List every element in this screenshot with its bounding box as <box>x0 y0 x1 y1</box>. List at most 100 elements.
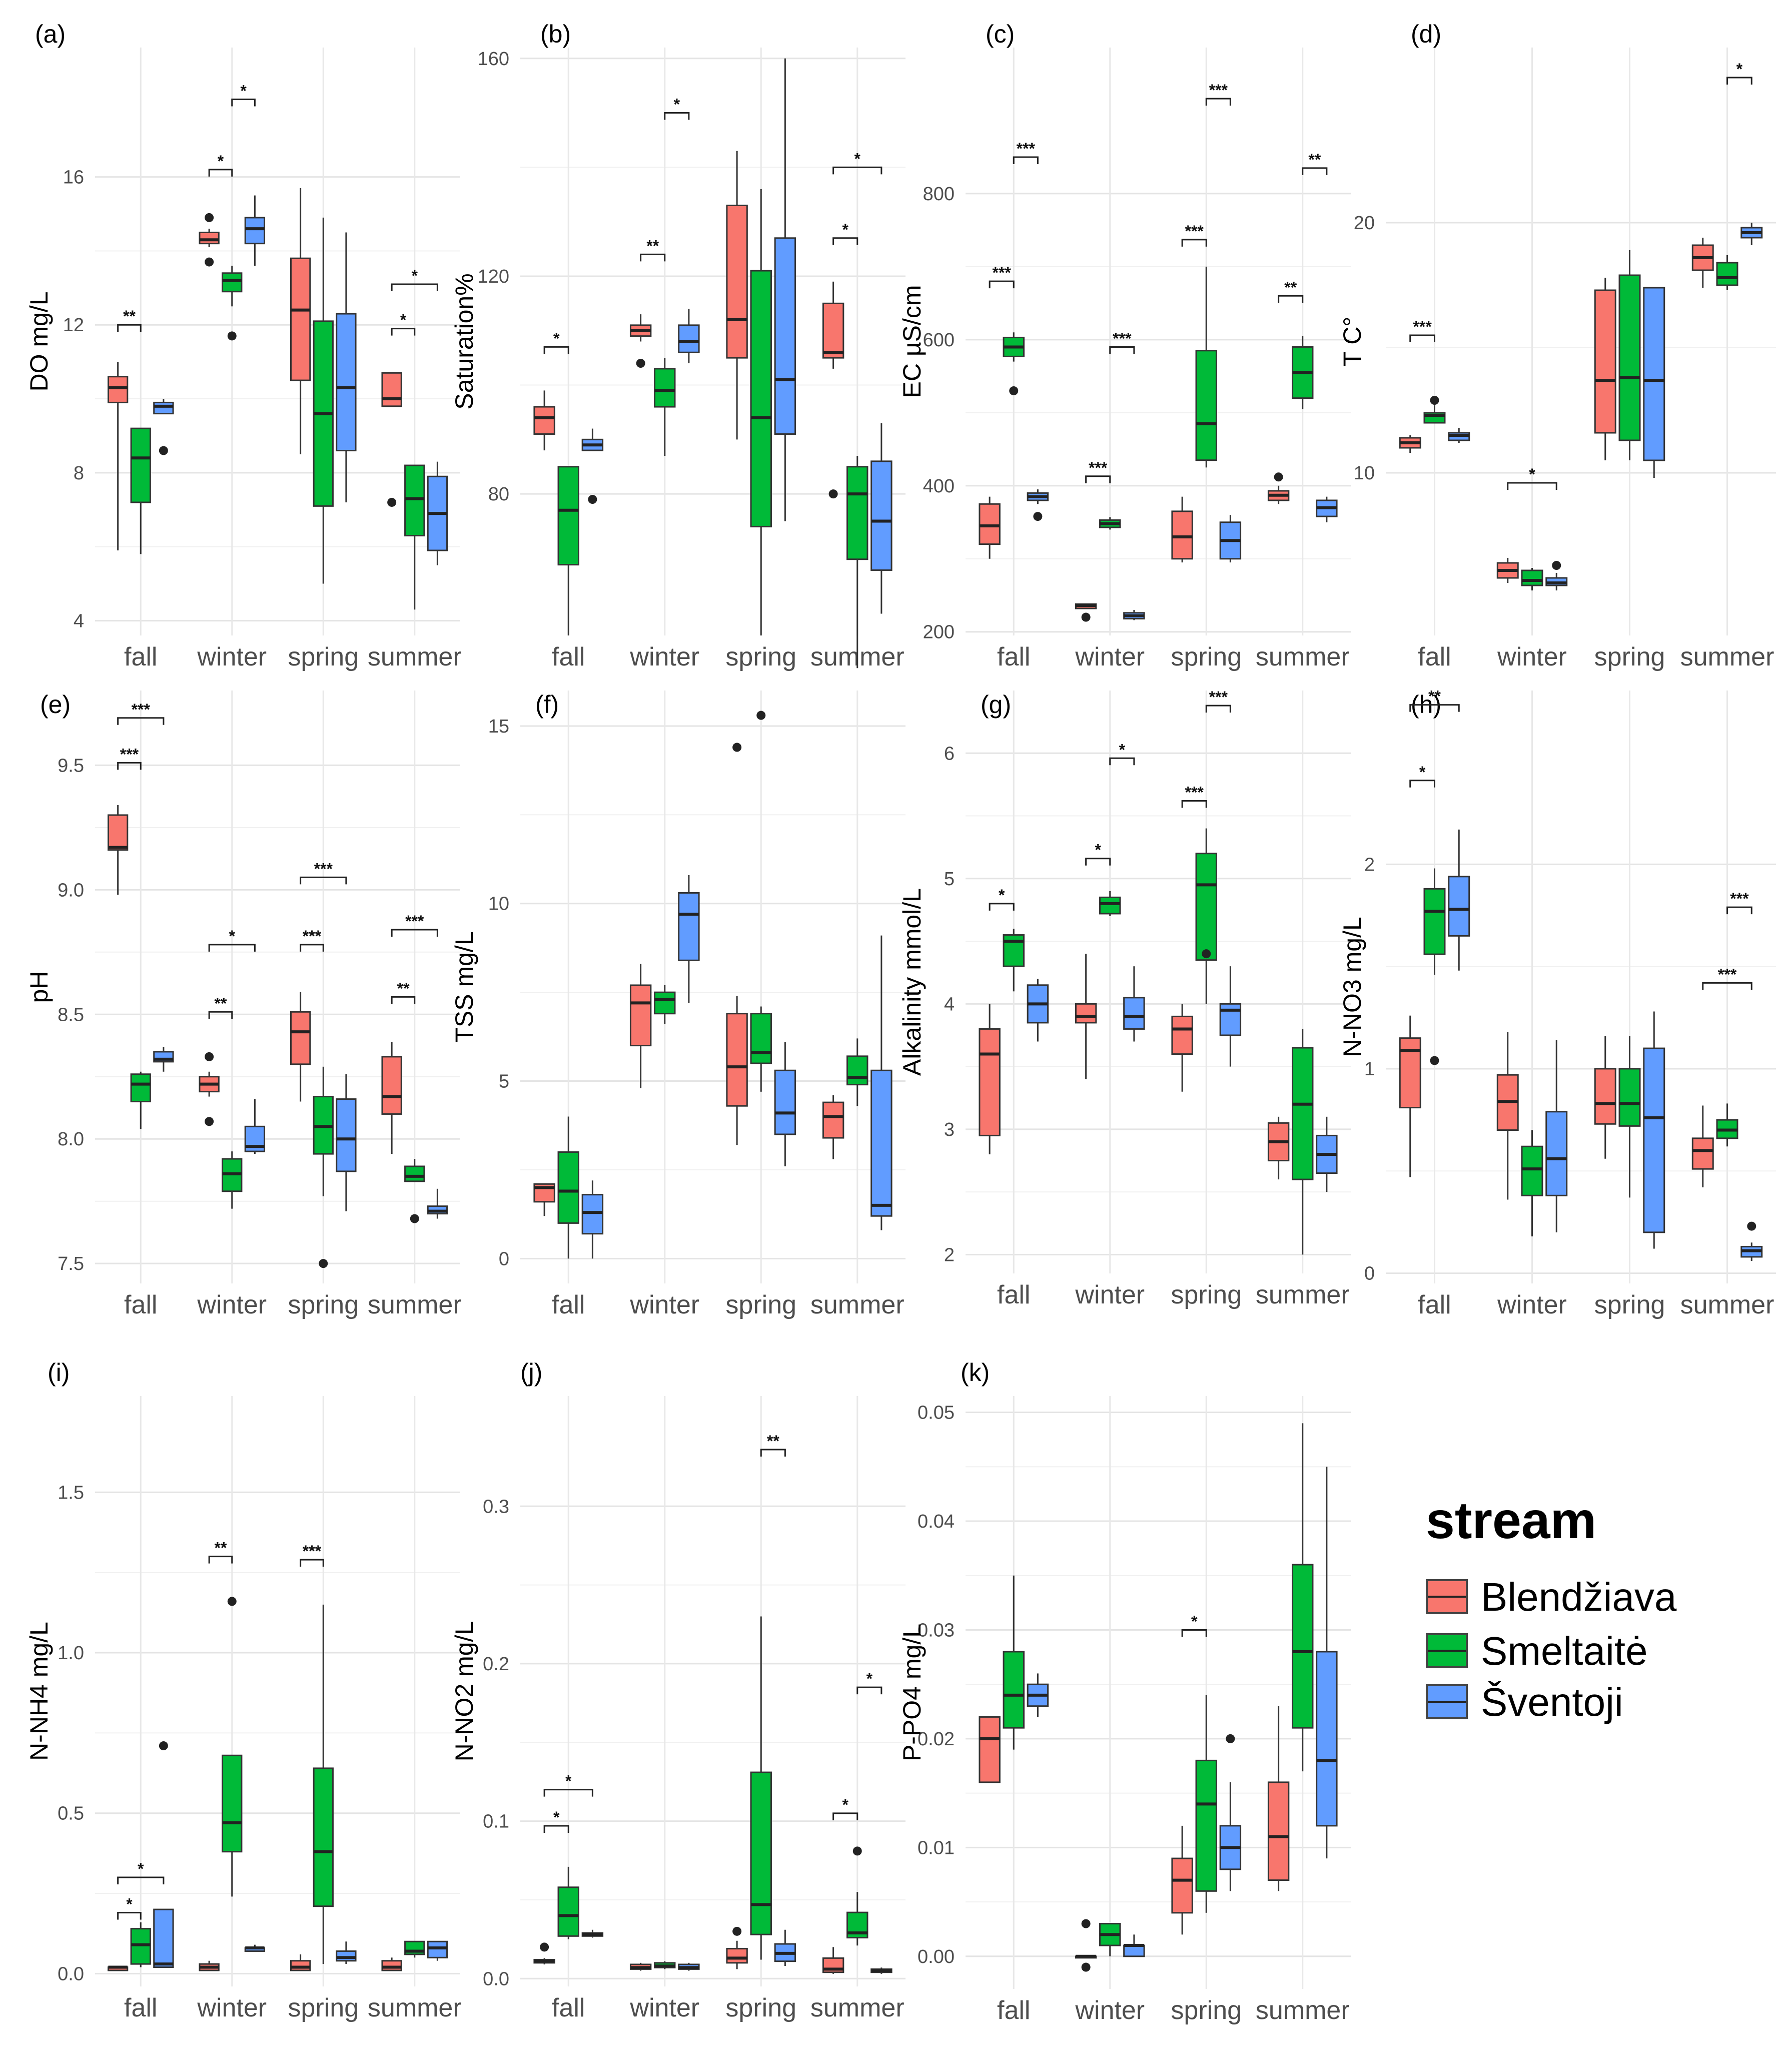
y-axis-label: P-PO4 mg/L <box>898 1624 926 1761</box>
box-fall-Šventoji <box>1448 829 1470 971</box>
outlier-point <box>1009 386 1019 396</box>
box-spring-Blendžiava <box>726 1926 748 1969</box>
box-spring-Smeltaitė <box>1195 1695 1217 1913</box>
box-winter-Blendžiava <box>629 1962 652 1971</box>
box-spring-Blendžiava <box>290 188 311 454</box>
x-tick-label: summer <box>1256 642 1350 671</box>
box-winter-Šventoji <box>1123 1934 1145 1957</box>
box-iqr <box>1195 1759 1217 1892</box>
bracket-label: *** <box>303 927 322 945</box>
y-tick-label: 16 <box>63 167 84 188</box>
panel-tag: (k) <box>961 1358 990 1387</box>
box-fall-Šventoji <box>1027 1673 1049 1717</box>
box-fall-Šventoji <box>1027 489 1049 521</box>
bracket-line <box>1302 167 1328 175</box>
bracket-line <box>543 346 569 354</box>
x-tick-label: spring <box>288 1290 359 1319</box>
box-fall-Šventoji <box>1027 979 1049 1042</box>
box-iqr <box>533 406 555 435</box>
significance-bracket: *** <box>989 264 1015 289</box>
box-fall-Smeltaitė <box>557 1866 579 1939</box>
box-winter-Blendžiava <box>199 1960 220 1971</box>
x-tick-label: summer <box>810 1290 905 1319</box>
x-tick-label: winter <box>197 642 267 671</box>
bracket-label: * <box>126 1895 133 1913</box>
box-iqr <box>1171 1015 1193 1055</box>
significance-bracket: *** <box>300 1542 324 1567</box>
box-iqr <box>1521 569 1543 586</box>
box-iqr <box>107 814 129 851</box>
box-winter-Blendžiava <box>199 213 220 267</box>
bracket-line <box>1205 98 1231 106</box>
box-iqr <box>1292 1047 1314 1180</box>
box-iqr <box>1171 510 1193 560</box>
significance-bracket: * <box>208 152 233 177</box>
legend: stream Blendžiava Smeltaitė Šventoji <box>1416 1491 1776 1771</box>
significance-bracket: ** <box>208 1539 233 1564</box>
outlier-point <box>1033 512 1043 521</box>
box-iqr <box>1171 1857 1193 1914</box>
significance-bracket: * <box>391 267 438 291</box>
y-axis-label: EC µS/cm <box>898 285 926 398</box>
bracket-label: *** <box>405 912 424 930</box>
significance-bracket: * <box>543 329 569 354</box>
y-tick-label: 8 <box>74 463 84 484</box>
box-fall-Blendžiava <box>533 390 555 451</box>
bracket-line <box>391 283 438 291</box>
bracket-label: *** <box>1730 890 1749 908</box>
box-iqr <box>290 257 311 381</box>
box-summer-Šventoji <box>427 1940 448 1961</box>
bracket-line <box>391 328 416 336</box>
box-iqr <box>1643 287 1665 461</box>
bracket-line <box>117 324 142 332</box>
bracket-label: *** <box>993 264 1012 282</box>
bracket-line <box>1109 757 1135 766</box>
y-tick-label: 0.00 <box>918 1946 955 1967</box>
box-summer-Smeltaitė <box>404 1159 425 1223</box>
box-spring-Blendžiava <box>1594 1036 1616 1159</box>
box-fall-Šventoji <box>153 399 174 455</box>
box-spring-Smeltaitė <box>313 1604 334 1964</box>
bracket-label: *** <box>1718 965 1737 983</box>
box-winter-Blendžiava <box>199 1052 220 1126</box>
box-iqr <box>130 1073 151 1103</box>
bracket-label: * <box>240 82 247 100</box>
panel-i: 0.0 0.5 1.0 1.5 fall winter spring summer N-NH4 … <box>25 1358 462 2022</box>
box-iqr <box>404 464 425 536</box>
box-iqr <box>750 1771 772 1935</box>
box-iqr <box>822 1101 844 1139</box>
bracket-label: ** <box>397 979 409 997</box>
bracket-line <box>1205 705 1231 713</box>
box-summer-Blendžiava <box>381 1957 402 1971</box>
bracket-label: *** <box>1413 318 1432 336</box>
x-tick-label: spring <box>1171 1280 1242 1309</box>
box-spring-Šventoji <box>336 1941 357 1964</box>
panel-tag: (d) <box>1411 20 1441 48</box>
bracket-label: ** <box>1308 151 1321 169</box>
box-summer-Blendžiava <box>1691 1105 1714 1187</box>
box-iqr <box>1594 1068 1616 1125</box>
outlier-point <box>1226 1734 1235 1743</box>
bracket-label: ** <box>646 237 659 255</box>
outlier-point <box>636 359 645 368</box>
box-winter-Blendžiava <box>1496 1032 1519 1200</box>
significance-bracket: *** <box>391 912 438 937</box>
box-summer-Smeltaitė <box>1292 1029 1314 1255</box>
box-iqr <box>1521 1145 1543 1196</box>
box-spring-Smeltaitė <box>1195 266 1217 468</box>
box-fall-Blendžiava <box>979 496 1001 559</box>
x-tick-label: fall <box>552 1290 585 1319</box>
bracket-line <box>1507 482 1557 490</box>
significance-bracket: * <box>989 886 1015 911</box>
box-iqr <box>1099 896 1121 915</box>
box-summer-Šventoji <box>427 461 448 565</box>
bracket-label: * <box>999 886 1005 904</box>
box-summer-Šventoji <box>1740 1221 1763 1261</box>
x-tick-label: winter <box>1075 1996 1145 2025</box>
y-tick-label: 0.01 <box>918 1837 955 1858</box>
box-spring-Blendžiava <box>726 743 748 1145</box>
significance-bracket: *** <box>1726 890 1752 915</box>
y-axis-label: Saturation% <box>450 273 478 409</box>
bracket-line <box>208 1556 233 1564</box>
